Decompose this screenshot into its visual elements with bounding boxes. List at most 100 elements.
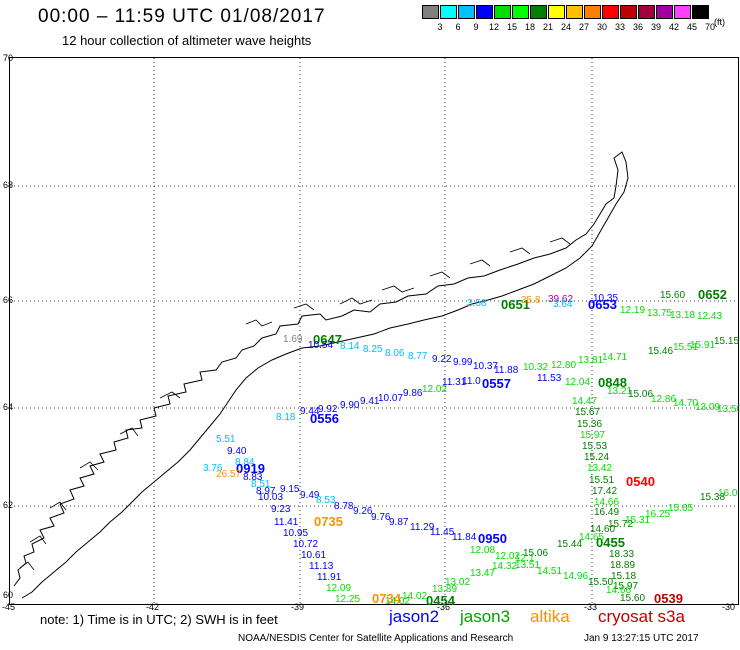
- wave-height-label: 8.97: [256, 486, 276, 497]
- wave-height-label: 12.08: [470, 545, 496, 556]
- wave-height-label: 18.33: [609, 549, 635, 560]
- wave-height-label: 3.76: [203, 463, 223, 474]
- wave-height-label: 12.43: [697, 311, 723, 322]
- wave-height-label: 11.0: [462, 376, 481, 387]
- colorbar-swatch: [602, 5, 619, 19]
- colorbar-swatch: [512, 5, 529, 19]
- x-tick-label-42: -42: [146, 602, 160, 612]
- wave-height-label: 9.90: [340, 400, 360, 411]
- wave-height-label: 9.22: [432, 354, 452, 365]
- x-tick-label-33: -33: [584, 602, 598, 612]
- wave-height-label: 12.25: [335, 594, 361, 605]
- wave-height-label: 14.66: [606, 585, 632, 596]
- wave-height-label: 15.18: [611, 571, 637, 582]
- wave-height-label: 12.02: [495, 551, 521, 562]
- pass-time-label: 0647: [313, 332, 342, 347]
- wave-height-label: 15.50: [588, 577, 614, 588]
- coastal-fjords: [19, 237, 571, 571]
- wave-height-label: 15.97: [613, 581, 639, 592]
- wave-height-label: 14.96: [563, 571, 589, 582]
- wave-height-label: 11.45: [430, 527, 455, 538]
- wave-height-label: 13.21: [607, 386, 633, 397]
- wave-height-label: 10.72: [293, 539, 319, 550]
- wave-height-label: 10.32: [523, 362, 549, 373]
- wave-height-label: 10.37: [473, 361, 499, 372]
- wave-height-label: 1.69: [283, 334, 303, 345]
- colorbar-swatch: [494, 5, 511, 19]
- legend-jason2: jason2: [389, 607, 440, 626]
- wave-height-label: 12.86: [651, 394, 677, 405]
- pass-time-label: 0557: [482, 376, 511, 391]
- wave-height-label: 13.51: [515, 560, 541, 571]
- colorbar-swatch: [422, 5, 439, 19]
- wave-height-label: 9.49: [300, 490, 320, 501]
- page-title: 00:00 – 11:59 UTC 01/08/2017: [38, 6, 326, 27]
- wave-height-label: 10.95: [283, 528, 309, 539]
- wave-height-label: 9.40: [227, 446, 247, 457]
- wave-height-label: 26.57: [216, 469, 242, 480]
- pass-time-label: 0734: [372, 591, 401, 606]
- wave-height-label: 14.66: [594, 497, 620, 508]
- pass-time-label: 0653: [588, 297, 617, 312]
- colorbar-swatch: [458, 5, 475, 19]
- wave-height-label: 8.83: [243, 472, 263, 483]
- wave-height-label: 16.49: [594, 507, 620, 518]
- colorbar-swatch: [476, 5, 493, 19]
- colorbar-swatch: [620, 5, 637, 19]
- pass-time-label: 0848: [598, 375, 627, 390]
- wave-height-label: 13.18: [670, 310, 696, 321]
- colorbar-label: 30: [596, 22, 607, 32]
- pass-time-label: 0556: [310, 411, 339, 426]
- legend-altika: altika: [530, 607, 570, 626]
- wave-height-label: 14.02: [402, 591, 428, 602]
- wave-height-label: 15.91: [690, 340, 716, 351]
- wave-height-label: 16.25: [645, 509, 671, 520]
- x-tick-label-30: -30: [722, 602, 736, 612]
- y-tick-label-62: 62: [3, 500, 14, 510]
- wave-height-label: 15.51: [589, 475, 615, 486]
- colorbar-swatch: [638, 5, 655, 19]
- wave-height-label: 9.44: [300, 406, 320, 417]
- page-subtitle: 12 hour collection of altimeter wave hei…: [62, 33, 312, 48]
- colorbar-label: 27: [578, 22, 589, 32]
- wave-height-label: 15.65: [668, 503, 694, 514]
- wave-height-label: 14.60: [590, 524, 616, 535]
- wave-height-label: 15.06: [628, 389, 654, 400]
- wave-height-label: 15.60: [620, 593, 646, 604]
- colorbar-swatch: [440, 5, 457, 19]
- wave-height-label: 15.38: [700, 492, 726, 503]
- credit-text: NOAA/NESDIS Center for Satellite Applica…: [238, 633, 514, 644]
- wave-height-label: 14.32: [492, 561, 518, 572]
- wave-height-label: 9.23: [271, 504, 291, 515]
- wave-height-label: 15.53: [582, 441, 608, 452]
- colorbar-label: 21: [542, 22, 553, 32]
- wave-height-label: 11.41: [274, 517, 299, 528]
- colorbar-swatch: [674, 5, 691, 19]
- colorbar-label: 24: [560, 22, 571, 32]
- graticule: [10, 58, 738, 604]
- wave-height-label: 10.35: [593, 293, 619, 304]
- wave-height-label: 11.31: [442, 377, 467, 388]
- map-frame: [9, 57, 739, 605]
- wave-height-label: 15.44: [557, 539, 583, 550]
- wave-height-label: 14.51: [537, 566, 563, 577]
- wave-height-label: 11.29: [410, 522, 435, 533]
- wave-height-label: 35.8: [521, 295, 541, 306]
- wave-height-label: 8.84: [235, 457, 255, 468]
- wave-height-label: 13.81: [578, 355, 604, 366]
- x-tick-label-39: -39: [291, 602, 305, 612]
- colorbar-label: 15: [506, 22, 517, 32]
- wave-height-label: 11.13: [309, 561, 334, 572]
- legend-cryosat: cryosat s3a: [598, 607, 685, 626]
- wave-height-label: 13.50: [717, 404, 740, 415]
- pass-time-label: 0651: [501, 297, 530, 312]
- colorbar-label: 6: [455, 22, 461, 32]
- wave-height-label: 9.76: [371, 512, 391, 523]
- colorbar-label: 18: [524, 22, 535, 32]
- wave-height-label: 39.62: [548, 294, 574, 305]
- pass-time-label: 0454: [426, 593, 455, 608]
- generation-timestamp: Jan 9 13:27:15 UTC 2017: [584, 633, 699, 644]
- wave-height-label: 12.02: [422, 384, 448, 395]
- pass-time-label: 0735: [314, 514, 343, 529]
- wave-height-label: 12.04: [565, 377, 591, 388]
